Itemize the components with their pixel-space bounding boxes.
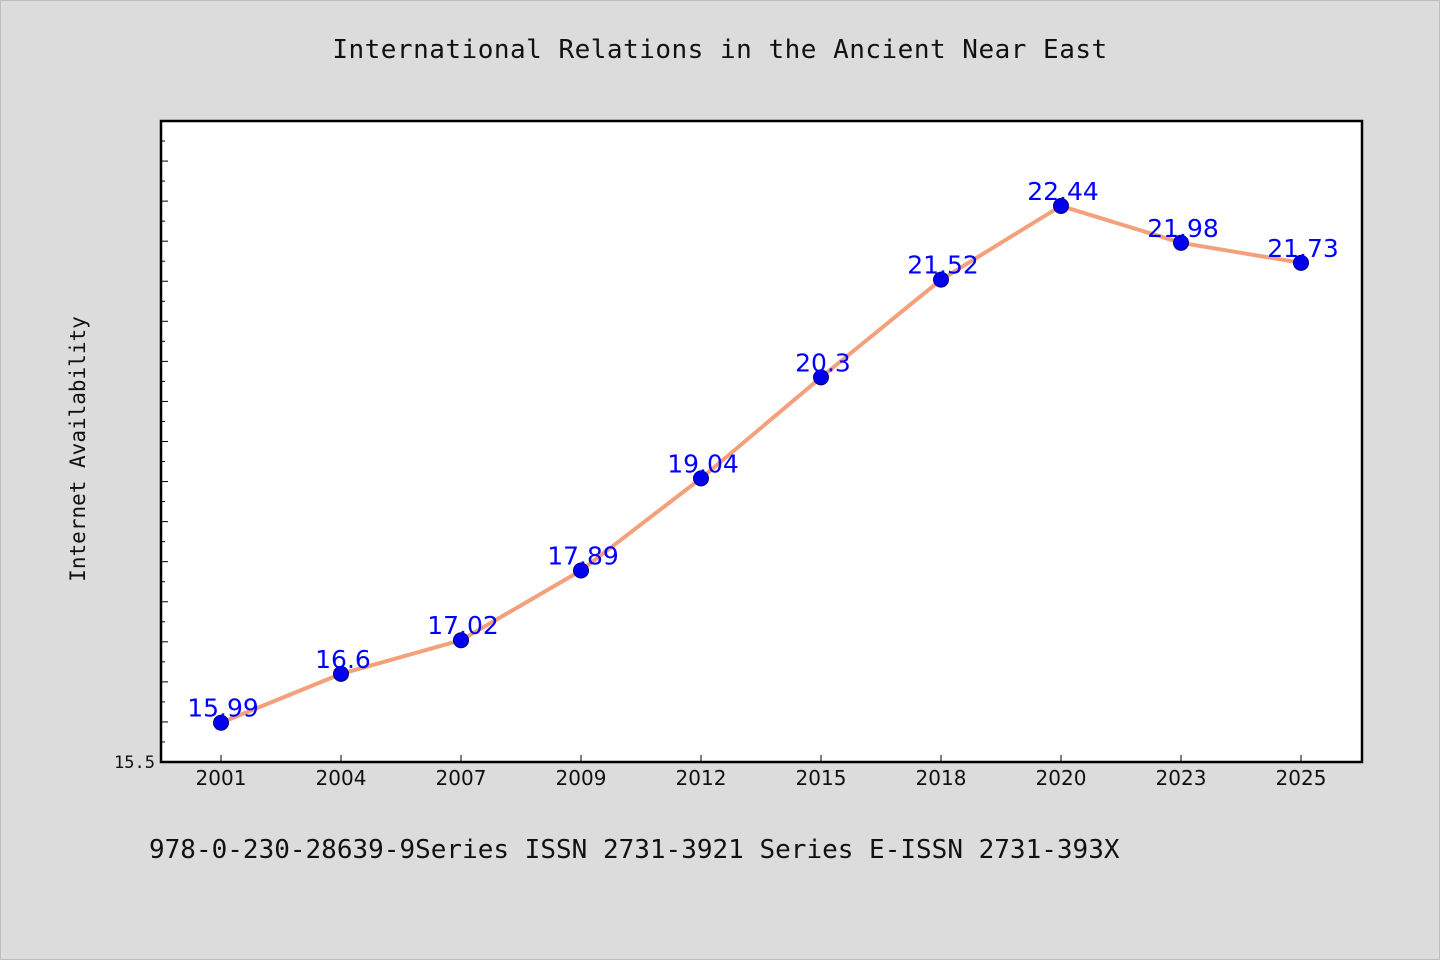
series-layer [213, 197, 1309, 731]
footer-note: 978-0-230-28639-9Series ISSN 2731-3921 S… [149, 835, 1120, 865]
data-labels: 15.99 16.6 17.02 17.89 19.04 20.3 21.52 22.44 21… [187, 177, 1339, 723]
series-line [219, 203, 1303, 725]
data-label: 17.02 [427, 611, 499, 640]
data-point [813, 369, 829, 386]
data-label: 15.99 [187, 694, 259, 723]
data-label: 17.89 [547, 542, 619, 571]
x-tick-label: 2007 [436, 766, 487, 790]
data-label: 19.04 [667, 449, 739, 478]
data-point [213, 714, 229, 731]
data-label: 22.44 [1027, 177, 1099, 206]
data-label: 21.98 [1147, 214, 1219, 243]
x-tick-label: 2023 [1156, 766, 1207, 790]
data-label: 21.52 [907, 251, 979, 280]
y-ticks: 15.5 [114, 120, 168, 773]
data-point [453, 632, 469, 649]
plot-area [159, 119, 1364, 764]
data-point [1293, 254, 1309, 271]
data-point [693, 470, 709, 487]
y-axis-label: Internet Availability [66, 316, 90, 582]
x-tick-label: 2009 [556, 766, 607, 790]
x-tick-label: 2018 [916, 766, 967, 790]
data-point [1173, 234, 1189, 251]
x-tick-label: 2015 [796, 766, 847, 790]
x-tick-label: 2020 [1036, 766, 1087, 790]
data-label: 16.6 [315, 645, 371, 674]
chart-title: International Relations in the Ancient N… [332, 35, 1108, 65]
data-label: 20.3 [795, 348, 851, 377]
x-tick-label: 2001 [196, 766, 247, 790]
x-tick-label: 2012 [676, 766, 727, 790]
data-point [573, 562, 589, 579]
x-ticks: 2001 2004 2007 2009 2012 2015 2018 2020 2023 2025 [196, 755, 1327, 790]
data-point [1053, 197, 1069, 214]
y-tick-label: 15.5 [114, 753, 155, 773]
data-point [333, 665, 349, 682]
x-tick-label: 2025 [1276, 766, 1327, 790]
data-label: 21.73 [1267, 234, 1339, 263]
data-point [933, 271, 949, 288]
x-tick-label: 2004 [316, 766, 367, 790]
